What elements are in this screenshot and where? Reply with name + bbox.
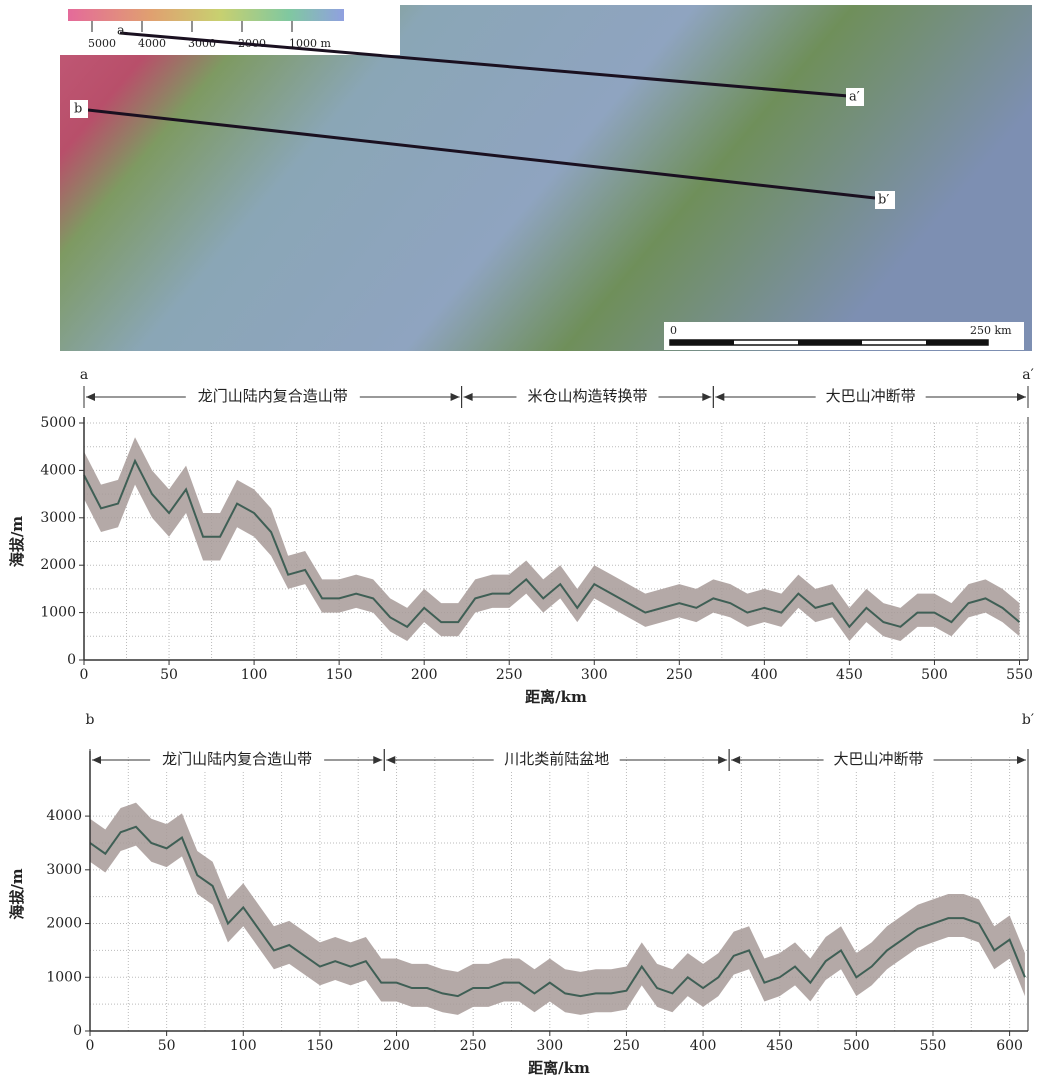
x-tick-label: 100: [230, 1038, 257, 1054]
scale-bar: [798, 340, 862, 345]
label-bg: [846, 88, 864, 106]
x-tick-label: 50: [160, 667, 178, 683]
profile-start: b: [86, 712, 95, 728]
y-tick-label: 4000: [46, 808, 82, 824]
point-label: b: [74, 102, 82, 117]
x-tick-label: 300: [581, 667, 608, 683]
x-tick-label: 250: [613, 1038, 640, 1054]
x-tick-label: 300: [536, 1038, 563, 1054]
zone-label-bg: [185, 387, 360, 407]
x-tick-label: 450: [836, 667, 863, 683]
profile-end: a′: [1022, 367, 1034, 383]
point-label: a′: [849, 90, 860, 105]
x-tick-label: 500: [843, 1038, 870, 1054]
profile-end: b′: [1022, 712, 1034, 728]
x-tick-label: 550: [1006, 667, 1033, 683]
elevation-label: 1000 m: [289, 37, 331, 50]
point-label: a: [117, 24, 125, 39]
zone-label: 大巴山冲断带: [826, 387, 916, 405]
profile-line: [119, 31, 849, 98]
label-bg: [875, 191, 895, 209]
x-tick-label: 150: [326, 667, 353, 683]
x-tick-label: 450: [766, 1038, 793, 1054]
x-tick-label: 400: [690, 1038, 717, 1054]
scale-label: 250 km: [970, 324, 1012, 337]
x-tick-label: 500: [921, 667, 948, 683]
profile-line: [87, 108, 876, 200]
x-tick-label: 200: [383, 1038, 410, 1054]
x-tick-label: 0: [80, 667, 89, 683]
y-tick-label: 0: [73, 1023, 82, 1039]
y-tick-label: 2000: [40, 557, 76, 573]
y-tick-label: 2000: [46, 916, 82, 932]
map: 5000 4000 3000 2000 1000 m a a′ b b′ 0 2…: [60, 5, 1032, 351]
y-axis-label: 海拔/m: [8, 868, 26, 919]
elevation-line: [89, 825, 1026, 998]
elevation-label: 5000: [88, 37, 116, 50]
x-axis-label: 距离/km: [525, 688, 587, 706]
zone-label: 龙门山陆内复合造山带: [162, 750, 312, 768]
scale-bar: [670, 340, 734, 345]
x-tick-label: 100: [241, 667, 268, 683]
zone-label-bg: [815, 387, 926, 407]
relief-map: [60, 5, 1032, 351]
x-tick-label: 50: [158, 1038, 176, 1054]
x-tick-label: 250: [496, 667, 523, 683]
profile-start: a: [80, 367, 88, 383]
x-tick-label: 200: [411, 667, 438, 683]
y-tick-label: 0: [67, 652, 76, 668]
range-band: [84, 437, 1020, 642]
x-tick-label: 250: [460, 1038, 487, 1054]
y-tick-label: 3000: [40, 510, 76, 526]
zone-label: 米仓山构造转换带: [527, 387, 647, 405]
y-tick-label: 5000: [40, 415, 76, 431]
elevation-scale: [68, 9, 344, 21]
zone-label: 川北类前陆盆地: [504, 750, 609, 768]
x-tick-label: 0: [86, 1038, 95, 1054]
y-tick-label: 1000: [40, 605, 76, 621]
x-axis-label: 距离/km: [528, 1059, 590, 1077]
zone-label: 大巴山冲断带: [834, 750, 924, 768]
x-tick-label: 600: [996, 1038, 1023, 1054]
x-tick-label: 550: [920, 1038, 947, 1054]
y-tick-label: 4000: [40, 462, 76, 478]
x-tick-label: 400: [751, 667, 778, 683]
y-tick-label: 3000: [46, 862, 82, 878]
elevation-label: 4000: [138, 37, 166, 50]
zone-label-bg: [493, 750, 620, 770]
label-bg: [70, 100, 88, 118]
y-tick-label: 1000: [46, 969, 82, 985]
zone-label-bg: [823, 750, 934, 770]
zone-label-bg: [150, 750, 325, 770]
scale-label: 0: [670, 324, 677, 337]
x-tick-label: 250: [666, 667, 693, 683]
scale-bar: [926, 340, 988, 345]
y-axis-label: 海拔/m: [8, 516, 26, 567]
zone-label: 龙门山陆内复合造山带: [198, 387, 348, 405]
x-tick-label: 150: [307, 1038, 334, 1054]
range-band: [90, 802, 1025, 1015]
zone-label-bg: [516, 387, 659, 407]
elevation-line: [83, 458, 1021, 629]
point-label: b′: [878, 193, 889, 208]
